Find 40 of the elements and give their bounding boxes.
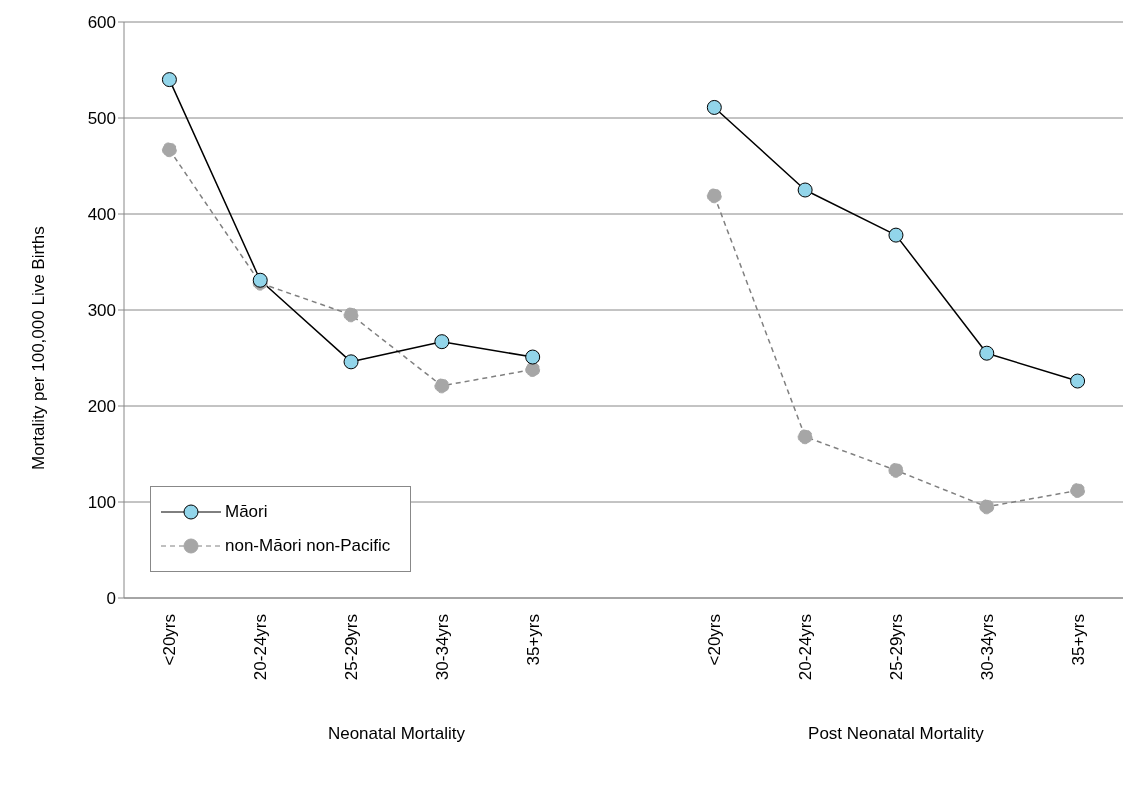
x-tick-label: 30-34yrs: [432, 614, 452, 681]
x-tick-label: 25-29yrs: [886, 614, 906, 681]
point: [161, 142, 177, 158]
y-tick-label: 100: [87, 493, 116, 513]
y-tick-label: 600: [87, 13, 116, 33]
point: [343, 307, 359, 323]
point: [888, 227, 904, 243]
point: [161, 72, 177, 88]
point: [525, 362, 541, 378]
y-tick-label: 500: [87, 109, 116, 129]
y-tick-label: 0: [106, 589, 116, 609]
text: Neonatal Mortality: [326, 724, 466, 744]
legend-label: non-Māori non-Pacific: [225, 536, 391, 556]
point: [1070, 482, 1086, 498]
point: [979, 499, 995, 515]
legend-label: Māori: [225, 502, 268, 522]
x-tick-label: 30-34yrs: [977, 614, 997, 681]
text: Post Neonatal Mortality: [807, 724, 985, 744]
point: [706, 188, 722, 204]
x-tick-label: 25-29yrs: [342, 614, 362, 681]
point: [888, 462, 904, 478]
point: [525, 349, 541, 365]
x-tick-label: <20yrs: [705, 614, 725, 666]
point: [979, 345, 995, 361]
point: [343, 354, 359, 370]
x-tick-label: 35+yrs: [1068, 614, 1088, 666]
x-tick-label: 20-24yrs: [796, 614, 816, 681]
y-axis-title: Mortality per 100,000 Live Births: [29, 226, 49, 470]
point: [706, 99, 722, 115]
point: [797, 182, 813, 198]
x-tick-label: 20-24yrs: [251, 614, 271, 681]
y-tick-label: 400: [87, 205, 116, 225]
x-tick-label: 35+yrs: [523, 614, 543, 666]
y-tick-label: 300: [87, 301, 116, 321]
point: [1070, 373, 1086, 389]
point: [434, 334, 450, 350]
point: [434, 378, 450, 394]
y-tick-label: 200: [87, 397, 116, 417]
x-tick-label: <20yrs: [160, 614, 180, 666]
point: [797, 429, 813, 445]
